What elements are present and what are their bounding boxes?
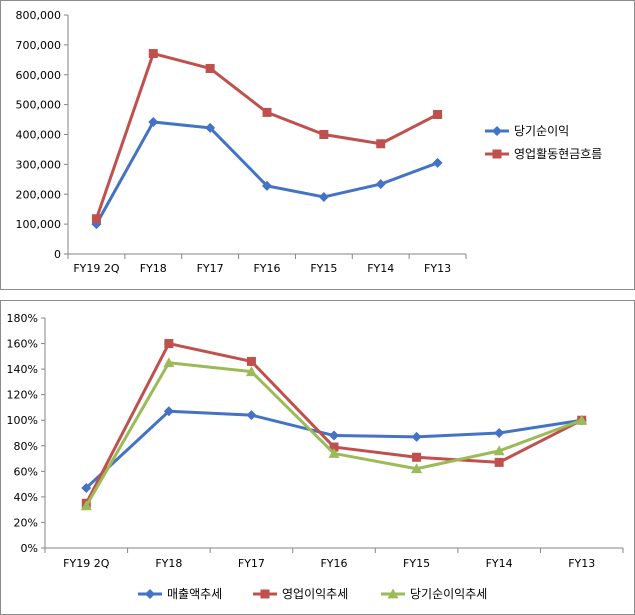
series-line-1 xyxy=(95,120,439,225)
y-tick-label: 0% xyxy=(21,542,38,555)
x-tick-label: FY17 xyxy=(238,557,265,570)
x-tick-label: FY19 2Q xyxy=(73,262,120,275)
x-tick-label: FY14 xyxy=(486,557,513,570)
y-tick-label: 20% xyxy=(14,516,38,529)
x-tick-label: FY13 xyxy=(424,262,451,275)
chart-1-svg: 0 100,000 200,000 300,000 400,000 500,000 600,… xyxy=(16,9,603,275)
series-3-point xyxy=(493,445,505,456)
x-tick-label: FY19 2Q xyxy=(63,557,110,570)
x-tick-label: FY16 xyxy=(320,557,347,570)
chart-2-panel: 0% 20% 40% 60% 80% 100% 120% 140% 160% 180% FY19 2… xyxy=(0,300,635,615)
y-tick-label: 40% xyxy=(14,491,38,504)
legend-label: 매출액추세 xyxy=(167,587,222,601)
series-1-point xyxy=(163,406,174,417)
y-tick-label: 140% xyxy=(7,363,38,376)
legend-label: 당기순이익 xyxy=(514,124,569,138)
legend-marker xyxy=(387,588,399,599)
y-tick-label: 100% xyxy=(7,414,38,427)
series-2-point xyxy=(246,356,256,366)
series-2-point xyxy=(412,452,422,462)
series-2-point xyxy=(91,214,101,224)
series-2-point xyxy=(433,109,443,119)
series-2-point xyxy=(148,49,158,59)
series-3-point xyxy=(245,366,257,377)
y-tick-label: 600,000 xyxy=(16,69,62,82)
y-tick-label: 300,000 xyxy=(16,158,62,171)
y-tick-label: 100,000 xyxy=(16,218,62,231)
series-1-point xyxy=(494,428,505,438)
series-1-point xyxy=(329,430,339,441)
series-2-point xyxy=(262,107,272,117)
y-tick-label: 60% xyxy=(14,465,38,478)
x-tick-label: FY17 xyxy=(197,262,224,275)
y-tick-label: 80% xyxy=(14,440,38,453)
series-3-point xyxy=(328,447,340,458)
chart-1-panel: 0 100,000 200,000 300,000 400,000 500,000 600,… xyxy=(0,0,635,290)
series-3-point xyxy=(80,500,92,511)
legend-marker xyxy=(260,589,270,599)
chart-2-svg: 0% 20% 40% 60% 80% 100% 120% 140% 160% 180% FY19 2… xyxy=(7,312,624,601)
x-tick-label: FY16 xyxy=(253,262,280,275)
y-tick-label: 800,000 xyxy=(16,9,62,22)
series-1-point xyxy=(81,482,92,493)
legend-label: 당기순이익추세 xyxy=(410,587,487,601)
series-1-point xyxy=(432,157,443,168)
series-1-point xyxy=(246,410,257,421)
series-1-point xyxy=(205,122,216,133)
series-2-point xyxy=(376,139,386,149)
series-1-point xyxy=(375,179,386,190)
legend-label: 영업활동현금흐름 xyxy=(514,147,602,161)
series-2-point xyxy=(494,457,504,467)
legend-marker xyxy=(492,126,502,136)
series-1-point xyxy=(411,431,422,442)
y-tick-label: 400,000 xyxy=(16,129,62,142)
y-tick-label: 180% xyxy=(7,312,38,325)
series-3-point xyxy=(163,357,175,368)
series-line-2 xyxy=(95,52,439,220)
series-1-point xyxy=(262,180,272,191)
y-tick-label: 200,000 xyxy=(16,188,62,201)
x-tick-label: FY18 xyxy=(155,557,182,570)
x-tick-label: FY14 xyxy=(367,262,394,275)
y-tick-label: 0 xyxy=(54,248,61,261)
x-tick-label: FY15 xyxy=(403,557,430,570)
y-tick-label: 700,000 xyxy=(16,39,62,52)
series-2-point xyxy=(319,130,329,139)
x-tick-label: FY18 xyxy=(140,262,167,275)
legend-marker xyxy=(145,589,155,599)
y-tick-label: 120% xyxy=(7,389,38,402)
y-tick-label: 160% xyxy=(7,338,38,351)
series-2-point xyxy=(329,442,339,452)
series-1-point xyxy=(148,116,159,127)
series-1-point xyxy=(318,191,329,202)
legend-marker xyxy=(492,149,502,159)
series-2-point xyxy=(164,339,174,349)
legend-label: 영업이익추세 xyxy=(282,587,348,601)
series-line-2 xyxy=(84,342,583,504)
y-tick-label: 500,000 xyxy=(16,99,62,112)
x-tick-label: FY13 xyxy=(568,557,595,570)
series-3-point xyxy=(411,463,423,474)
series-3-point xyxy=(576,414,588,425)
series-2-point xyxy=(205,63,215,73)
x-tick-label: FY15 xyxy=(310,262,337,275)
